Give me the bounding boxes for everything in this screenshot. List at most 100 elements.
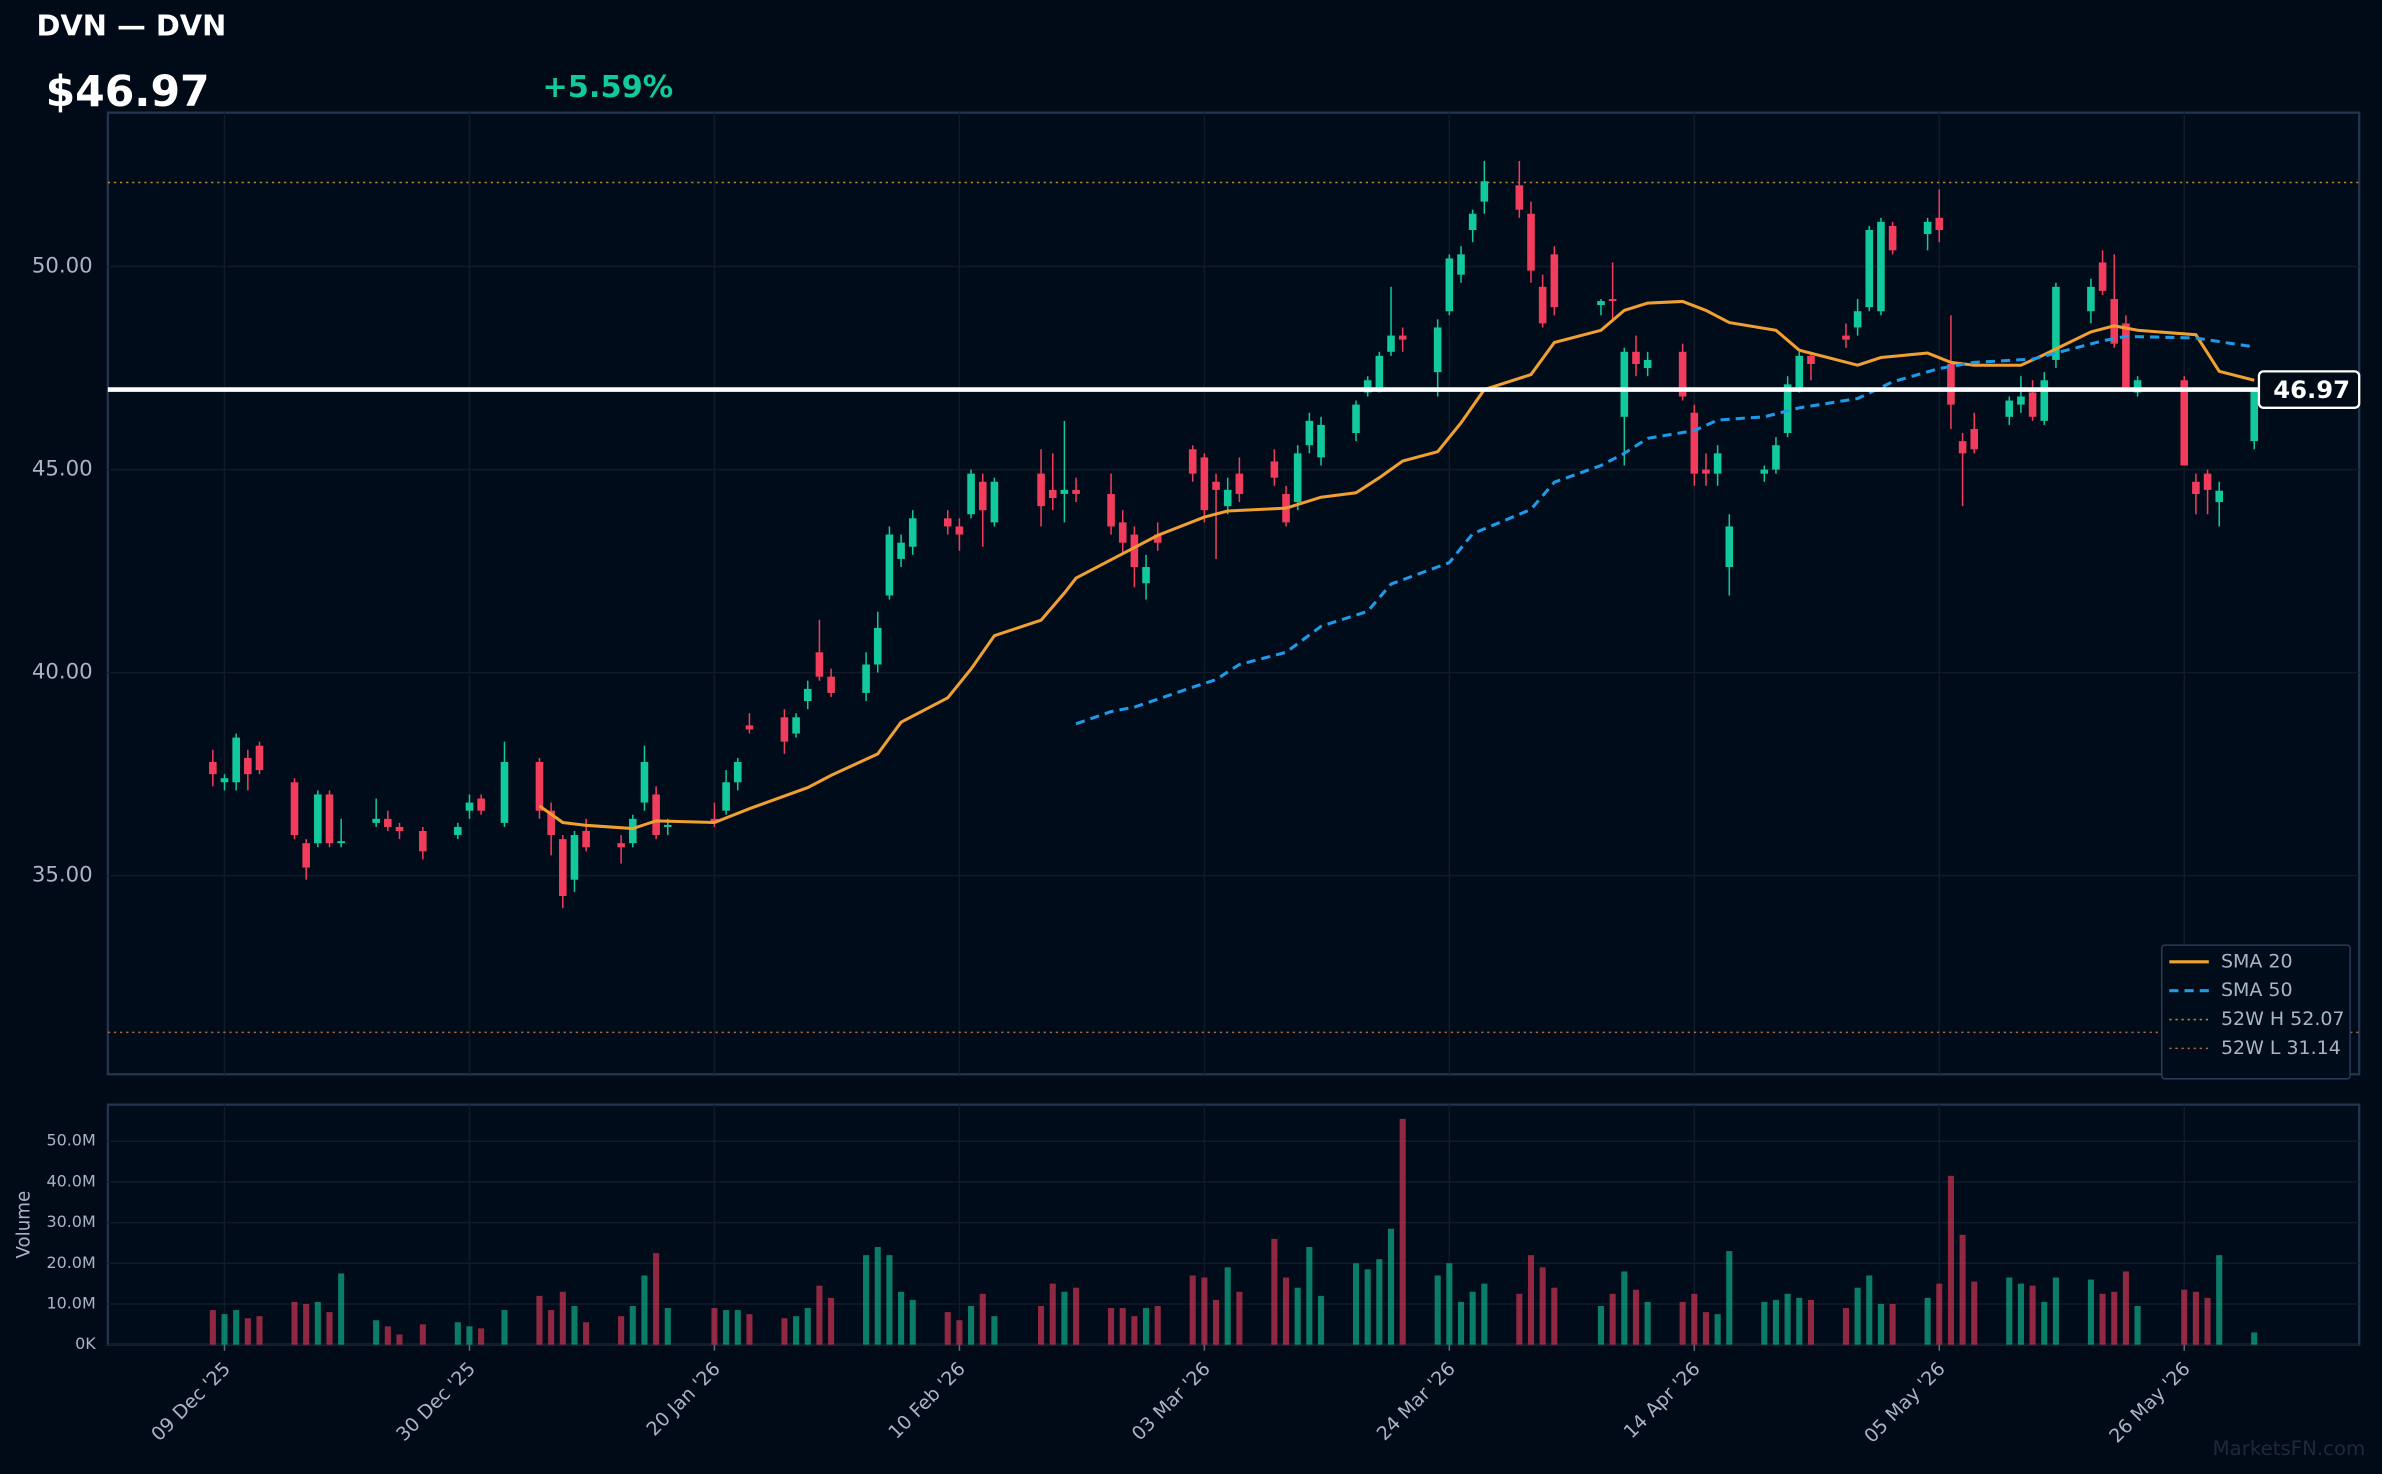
candle-body bbox=[2192, 481, 2200, 494]
candle-body bbox=[1713, 453, 1722, 474]
candle-body bbox=[2087, 286, 2095, 312]
volume-axis-label: Volume bbox=[13, 1191, 34, 1259]
candle-body bbox=[2110, 299, 2119, 344]
candle-body bbox=[1072, 489, 1080, 494]
candle-body bbox=[943, 518, 952, 527]
candle-body bbox=[1958, 441, 1967, 454]
volume-bar bbox=[1469, 1291, 1476, 1345]
volume-tick-label: 30.0M bbox=[46, 1212, 95, 1231]
volume-bar bbox=[1854, 1287, 1861, 1345]
candle-body bbox=[2122, 323, 2130, 389]
volume-bar bbox=[1236, 1291, 1243, 1345]
candle-body bbox=[1060, 489, 1069, 494]
candle-body bbox=[2180, 380, 2189, 466]
volume-bar bbox=[384, 1326, 391, 1345]
volume-bar bbox=[2251, 1332, 2258, 1345]
candle-body bbox=[325, 794, 334, 844]
candle-body bbox=[862, 664, 870, 693]
volume-bar bbox=[723, 1310, 730, 1345]
volume-bar bbox=[373, 1320, 380, 1345]
volume-bar bbox=[2087, 1279, 2094, 1345]
volume-bar bbox=[641, 1275, 648, 1345]
volume-bar bbox=[1317, 1295, 1325, 1345]
candle-body bbox=[1153, 534, 1162, 543]
candle-body bbox=[1527, 213, 1535, 271]
volume-tick-label: 10.0M bbox=[46, 1293, 95, 1312]
candle-body bbox=[2098, 262, 2107, 291]
volume-bar bbox=[664, 1308, 671, 1345]
volume-bar bbox=[303, 1303, 310, 1345]
candle-body bbox=[792, 717, 800, 734]
candle-body bbox=[1877, 221, 1885, 312]
volume-bar bbox=[1434, 1275, 1441, 1345]
volume-bar bbox=[956, 1320, 963, 1345]
volume-bar bbox=[1108, 1308, 1115, 1345]
candle-body bbox=[733, 761, 742, 783]
volume-bar bbox=[1761, 1301, 1768, 1345]
candle-body bbox=[1690, 412, 1699, 474]
candle-body bbox=[1293, 453, 1302, 503]
candle-body bbox=[1865, 229, 1874, 308]
volume-bar bbox=[536, 1295, 543, 1345]
candle-body bbox=[663, 824, 672, 827]
candle-body bbox=[570, 835, 579, 880]
candle-body bbox=[1375, 355, 1384, 389]
legend-label: SMA 20 bbox=[2221, 950, 2293, 972]
candle-body bbox=[1468, 213, 1477, 230]
volume-bar bbox=[1201, 1277, 1208, 1345]
volume-bar bbox=[1306, 1247, 1313, 1345]
volume-bar bbox=[1224, 1267, 1231, 1345]
y-tick-label: 40.00 bbox=[32, 660, 93, 685]
candle-body bbox=[1387, 335, 1395, 352]
candle-body bbox=[290, 782, 299, 836]
change: +5.59% bbox=[542, 70, 673, 105]
candle-body bbox=[1807, 355, 1815, 365]
volume-bar bbox=[244, 1318, 251, 1345]
candle-body bbox=[1398, 335, 1407, 340]
volume-bar bbox=[2204, 1297, 2211, 1345]
volume-bar bbox=[2134, 1306, 2141, 1345]
volume-tick-label: 40.0M bbox=[46, 1171, 95, 1190]
volume-bar bbox=[874, 1247, 881, 1345]
candle-body bbox=[314, 794, 322, 844]
candle-body bbox=[1597, 301, 1605, 306]
candle-body bbox=[384, 818, 392, 827]
candle-body bbox=[1608, 299, 1617, 302]
candle-body bbox=[1702, 469, 1710, 474]
candle-body bbox=[2017, 396, 2025, 405]
volume-bar bbox=[1796, 1297, 1803, 1345]
candle-body bbox=[908, 518, 917, 547]
candle-body bbox=[419, 831, 427, 852]
candle-body bbox=[955, 526, 964, 535]
volume-bar bbox=[886, 1255, 893, 1345]
volume-bar bbox=[2192, 1291, 2199, 1345]
candle-body bbox=[1783, 384, 1792, 434]
volume-bar bbox=[2052, 1277, 2059, 1345]
price-tag-label: 46.97 bbox=[2273, 375, 2350, 404]
volume-bar bbox=[2041, 1301, 2048, 1345]
candle-body bbox=[1118, 522, 1127, 543]
volume-bar bbox=[1131, 1316, 1138, 1345]
volume-tick-label: 20.0M bbox=[46, 1253, 95, 1272]
candle-body bbox=[477, 798, 485, 811]
volume-bar bbox=[1632, 1289, 1640, 1345]
candle-body bbox=[582, 831, 590, 848]
candle-body bbox=[967, 473, 975, 515]
volume-bar bbox=[734, 1310, 741, 1345]
candle-body bbox=[220, 778, 229, 783]
volume-bar bbox=[1691, 1293, 1698, 1345]
volume-bar bbox=[1212, 1299, 1220, 1345]
candle-body bbox=[1842, 335, 1850, 340]
candle-body bbox=[337, 841, 345, 844]
volume-bar bbox=[1714, 1314, 1721, 1345]
volume-bar bbox=[209, 1310, 216, 1345]
candle-body bbox=[454, 826, 462, 836]
volume-bar bbox=[1282, 1277, 1290, 1345]
volume-bar bbox=[478, 1328, 485, 1345]
candle-body bbox=[232, 737, 240, 783]
candle-body bbox=[1538, 286, 1547, 324]
volume-bar bbox=[629, 1306, 636, 1345]
volume-bar bbox=[1702, 1312, 1710, 1345]
price-panel bbox=[106, 111, 2361, 1076]
